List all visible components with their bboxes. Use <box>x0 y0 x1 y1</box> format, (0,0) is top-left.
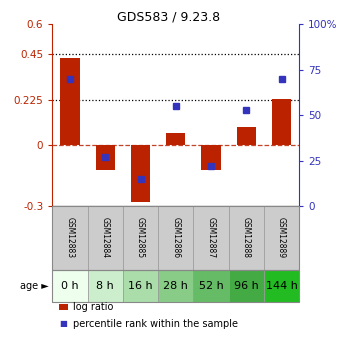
Text: 96 h: 96 h <box>234 281 259 291</box>
Text: GSM12884: GSM12884 <box>101 217 110 258</box>
Text: GSM12889: GSM12889 <box>277 217 286 258</box>
Text: 8 h: 8 h <box>96 281 114 291</box>
Text: GSM12883: GSM12883 <box>66 217 74 258</box>
Text: 16 h: 16 h <box>128 281 153 291</box>
Text: 144 h: 144 h <box>266 281 297 291</box>
Text: age ►: age ► <box>20 281 49 291</box>
Bar <box>166 133 186 145</box>
Text: 28 h: 28 h <box>163 281 188 291</box>
Bar <box>60 59 80 145</box>
Text: 52 h: 52 h <box>199 281 223 291</box>
Text: GSM12886: GSM12886 <box>171 217 180 258</box>
Text: ■: ■ <box>59 319 67 328</box>
Bar <box>237 127 256 145</box>
Text: GSM12887: GSM12887 <box>207 217 216 258</box>
Text: GDS583 / 9.23.8: GDS583 / 9.23.8 <box>117 10 221 23</box>
Bar <box>96 145 115 170</box>
Text: GSM12885: GSM12885 <box>136 217 145 258</box>
Bar <box>272 99 291 145</box>
Text: log ratio: log ratio <box>73 302 113 312</box>
Bar <box>131 145 150 202</box>
Text: percentile rank within the sample: percentile rank within the sample <box>73 319 238 328</box>
Bar <box>201 145 221 170</box>
Text: 0 h: 0 h <box>61 281 79 291</box>
Text: GSM12888: GSM12888 <box>242 217 251 258</box>
